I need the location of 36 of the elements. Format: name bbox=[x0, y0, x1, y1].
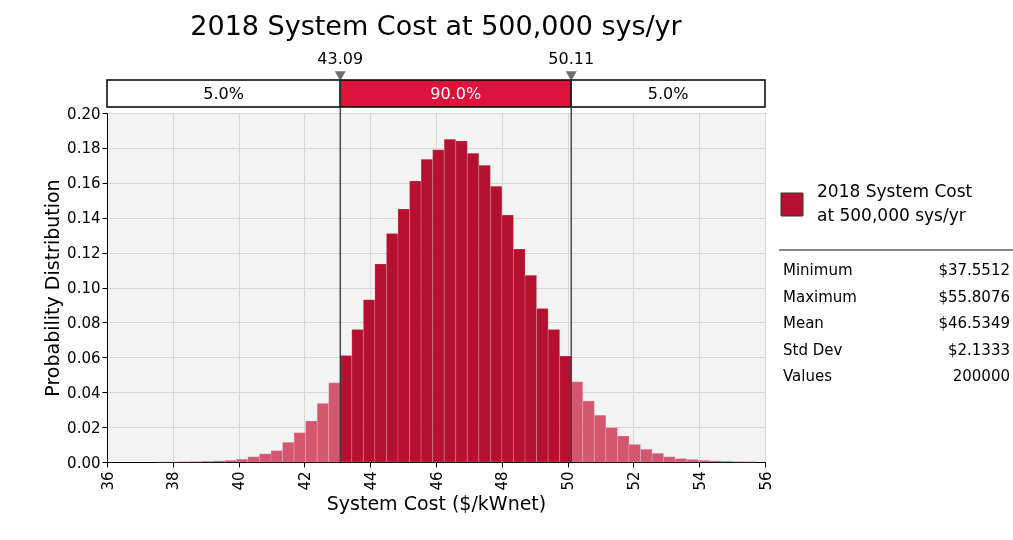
text: Values 200000 bbox=[783, 367, 1010, 385]
x-tick-label: 44 bbox=[361, 471, 380, 491]
text: Maximum $55.8076 bbox=[783, 287, 1010, 306]
ref-line-label: 43.09 bbox=[317, 49, 364, 68]
legend-label: 2018 System Cost at 500,000 sys/yr bbox=[817, 181, 973, 225]
y-tick-label: 0.20 bbox=[67, 104, 101, 123]
chart-title: 2018 System Cost at 500,000 sys/yr bbox=[190, 10, 683, 41]
x-axis-title: System Cost ($/kWnet) bbox=[326, 491, 547, 514]
text: Minimum $37.5512 bbox=[783, 261, 1010, 279]
x-tick-label: 46 bbox=[427, 471, 446, 491]
y-tick-label: 0.08 bbox=[67, 313, 101, 332]
y-tick-label: 0.10 bbox=[67, 279, 101, 297]
y-tick-label: 0.14 bbox=[67, 209, 101, 228]
y-tick-label: 0.12 bbox=[67, 244, 101, 263]
text: 5.0% bbox=[647, 84, 689, 103]
x-tick-label: 38 bbox=[164, 471, 183, 491]
x-tick-label: 54 bbox=[690, 471, 709, 491]
y-tick-label: 0.06 bbox=[67, 348, 101, 367]
x-tick-label: 42 bbox=[295, 471, 314, 491]
y-axis-title: Probability Distribution bbox=[41, 179, 64, 397]
text: 90.0% bbox=[430, 84, 482, 103]
y-tick-label: 0.16 bbox=[67, 174, 101, 193]
text: 5.0% bbox=[203, 84, 244, 103]
ref-line-label: 50.11 bbox=[548, 49, 595, 68]
x-tick-label: 52 bbox=[624, 471, 643, 491]
x-tick-label: 48 bbox=[493, 471, 512, 491]
y-tick-label: 0.00 bbox=[67, 453, 101, 472]
y-tick-label: 0.02 bbox=[67, 418, 101, 437]
y-tick-label: 0.18 bbox=[67, 139, 101, 158]
y-tick-label: 0.04 bbox=[67, 383, 101, 402]
text: Std Dev $2.1333 bbox=[783, 340, 1010, 359]
x-tick-label: 36 bbox=[98, 471, 117, 491]
text: Mean $46.5349 bbox=[783, 314, 1010, 332]
x-tick-label: 40 bbox=[230, 471, 249, 491]
x-tick-label: 50 bbox=[559, 471, 578, 491]
x-tick-label: 56 bbox=[756, 471, 775, 491]
